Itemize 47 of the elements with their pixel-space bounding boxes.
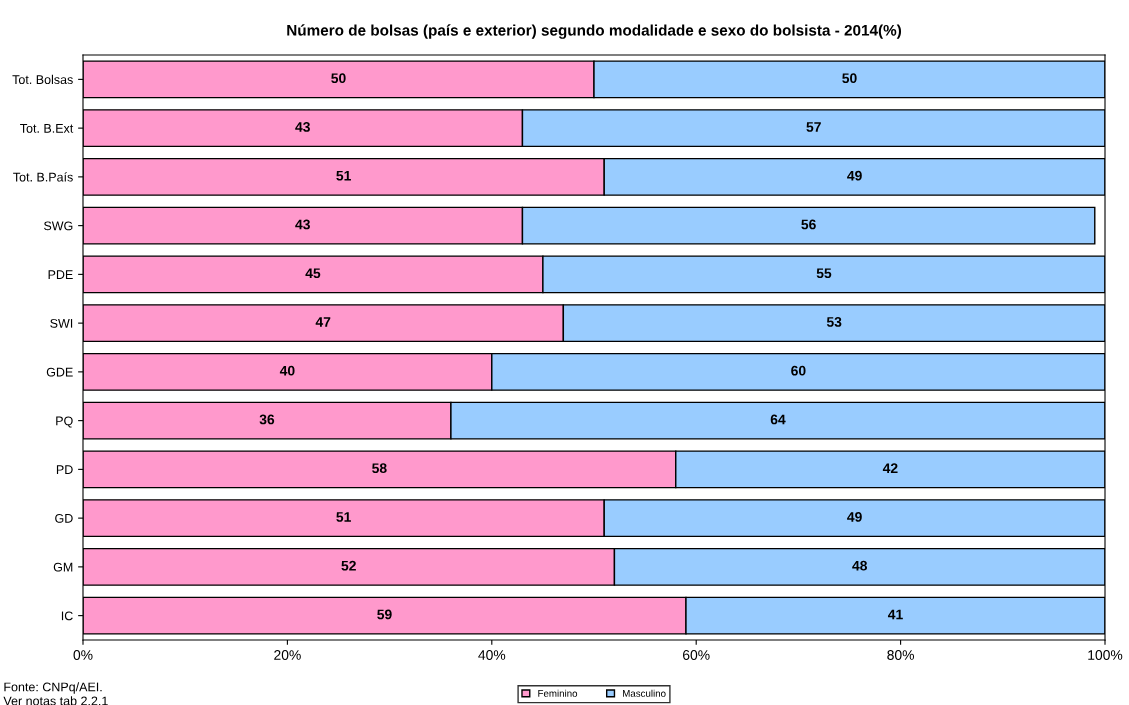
y-tick-label: Tot. B.País: [13, 172, 73, 182]
data-label: 51: [336, 170, 351, 181]
y-tick-label: PD: [56, 465, 73, 474]
y-tick-label: IC: [61, 611, 73, 621]
data-label: 40: [279, 365, 295, 376]
data-label: 58: [372, 463, 387, 474]
data-label: 60: [791, 365, 806, 376]
data-label: 53: [826, 317, 842, 327]
data-label: 55: [816, 268, 832, 279]
y-tick-label: SWI: [50, 318, 73, 328]
data-label: 43: [295, 219, 310, 230]
x-tick-label: 40%: [478, 650, 506, 660]
data-label: 49: [847, 512, 862, 522]
x-tick-label: 80%: [887, 650, 915, 660]
x-tick-label: 100%: [1088, 650, 1123, 660]
data-label: 50: [331, 73, 346, 84]
y-tick-label: SWG: [43, 221, 73, 231]
data-label: 57: [806, 122, 821, 132]
x-tick-label: 0%: [73, 650, 93, 660]
y-tick-label: Tot. B.Ext: [20, 124, 74, 133]
data-label: 56: [801, 219, 816, 230]
y-tick-label: GM: [53, 562, 73, 572]
data-label: 52: [341, 560, 356, 571]
data-label: 36: [259, 414, 275, 425]
data-label: 42: [882, 463, 898, 473]
y-tick-label: Tot. Bolsas: [12, 74, 73, 85]
data-label: 45: [305, 268, 321, 279]
data-label: 48: [852, 560, 868, 571]
y-tick-label: GDE: [46, 367, 73, 377]
data-label: 50: [842, 73, 857, 84]
data-label: 51: [336, 512, 351, 522]
chart-title: Número de bolsas (país e exterior) segundo modalidade e sexo do bolsista - 2014(%): [287, 24, 902, 39]
y-tick-label: GD: [55, 513, 73, 523]
legend-label: Feminino: [538, 689, 578, 697]
source-note: Fonte: CNPq/AEI.: [4, 682, 102, 694]
x-tick-label: 60%: [683, 650, 710, 660]
y-tick-label: PDE: [48, 270, 73, 279]
legend-label: Masculino: [623, 689, 666, 697]
x-tick-label: 20%: [274, 650, 301, 660]
data-label: 41: [887, 609, 903, 620]
data-label: 43: [295, 122, 310, 132]
data-label: 59: [377, 609, 392, 620]
text: Ver notas tab 2.2.1: [3, 696, 108, 705]
y-tick-label: PQ: [56, 416, 73, 428]
data-label: 64: [770, 414, 786, 425]
data-label: 47: [315, 317, 331, 327]
data-label: 49: [847, 170, 862, 181]
